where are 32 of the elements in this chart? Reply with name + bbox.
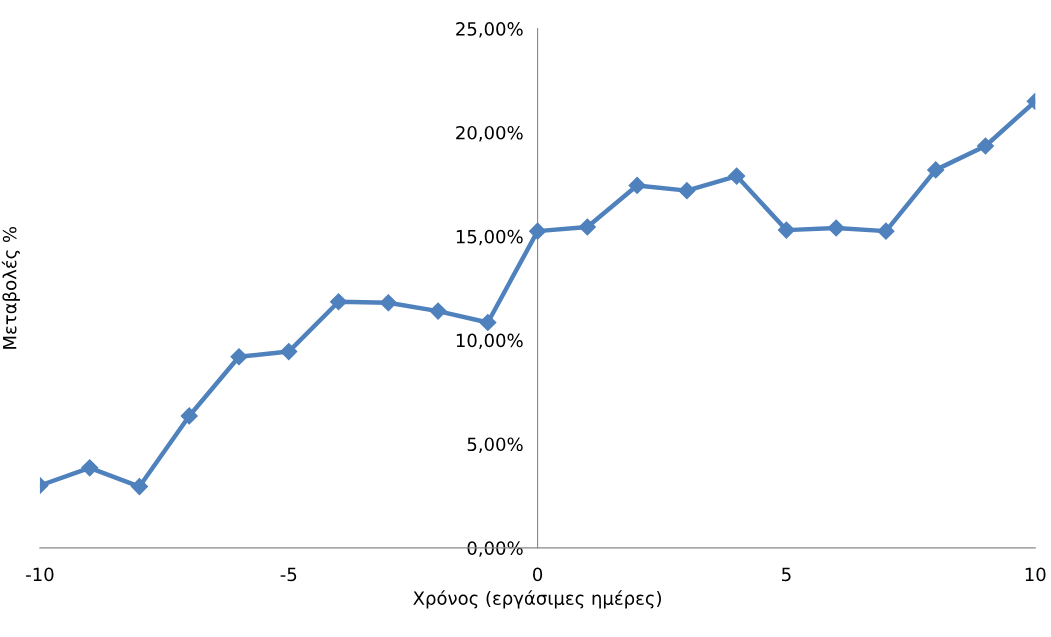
point (529, 222, 547, 240)
x-tick-label: 10 (1025, 567, 1046, 582)
point (180, 407, 198, 425)
y-tick-label: 20,00% (456, 125, 523, 142)
y-tick-label: 0,00% (467, 541, 523, 557)
point (230, 348, 248, 366)
point (728, 167, 746, 185)
point (976, 137, 995, 155)
y-tick-label: 10,00% (456, 333, 523, 350)
x-tick-label: -5 (280, 567, 297, 582)
point (578, 218, 596, 236)
x-tick-label: -10 (26, 567, 54, 582)
x-tick-label: 5 (782, 567, 791, 582)
y-tick-label: 5,00% (467, 437, 523, 453)
y-tick-label: 25,00% (456, 22, 523, 38)
point (81, 459, 99, 477)
point (628, 176, 646, 195)
point (329, 293, 348, 311)
point (877, 222, 895, 240)
point (130, 478, 149, 496)
y-axis-title: Μεταβολές % (1, 226, 21, 349)
point (429, 302, 447, 320)
point (927, 161, 945, 179)
y-tick-label: 15,00% (456, 229, 523, 246)
point (280, 343, 298, 361)
point (379, 294, 397, 312)
point (777, 221, 795, 239)
x-axis-title: Χρόνος (εργάσιμες ημέρες) (413, 590, 661, 609)
point (678, 182, 696, 200)
point (827, 219, 845, 237)
point (479, 313, 497, 332)
x-tick-label: 0 (533, 567, 543, 582)
